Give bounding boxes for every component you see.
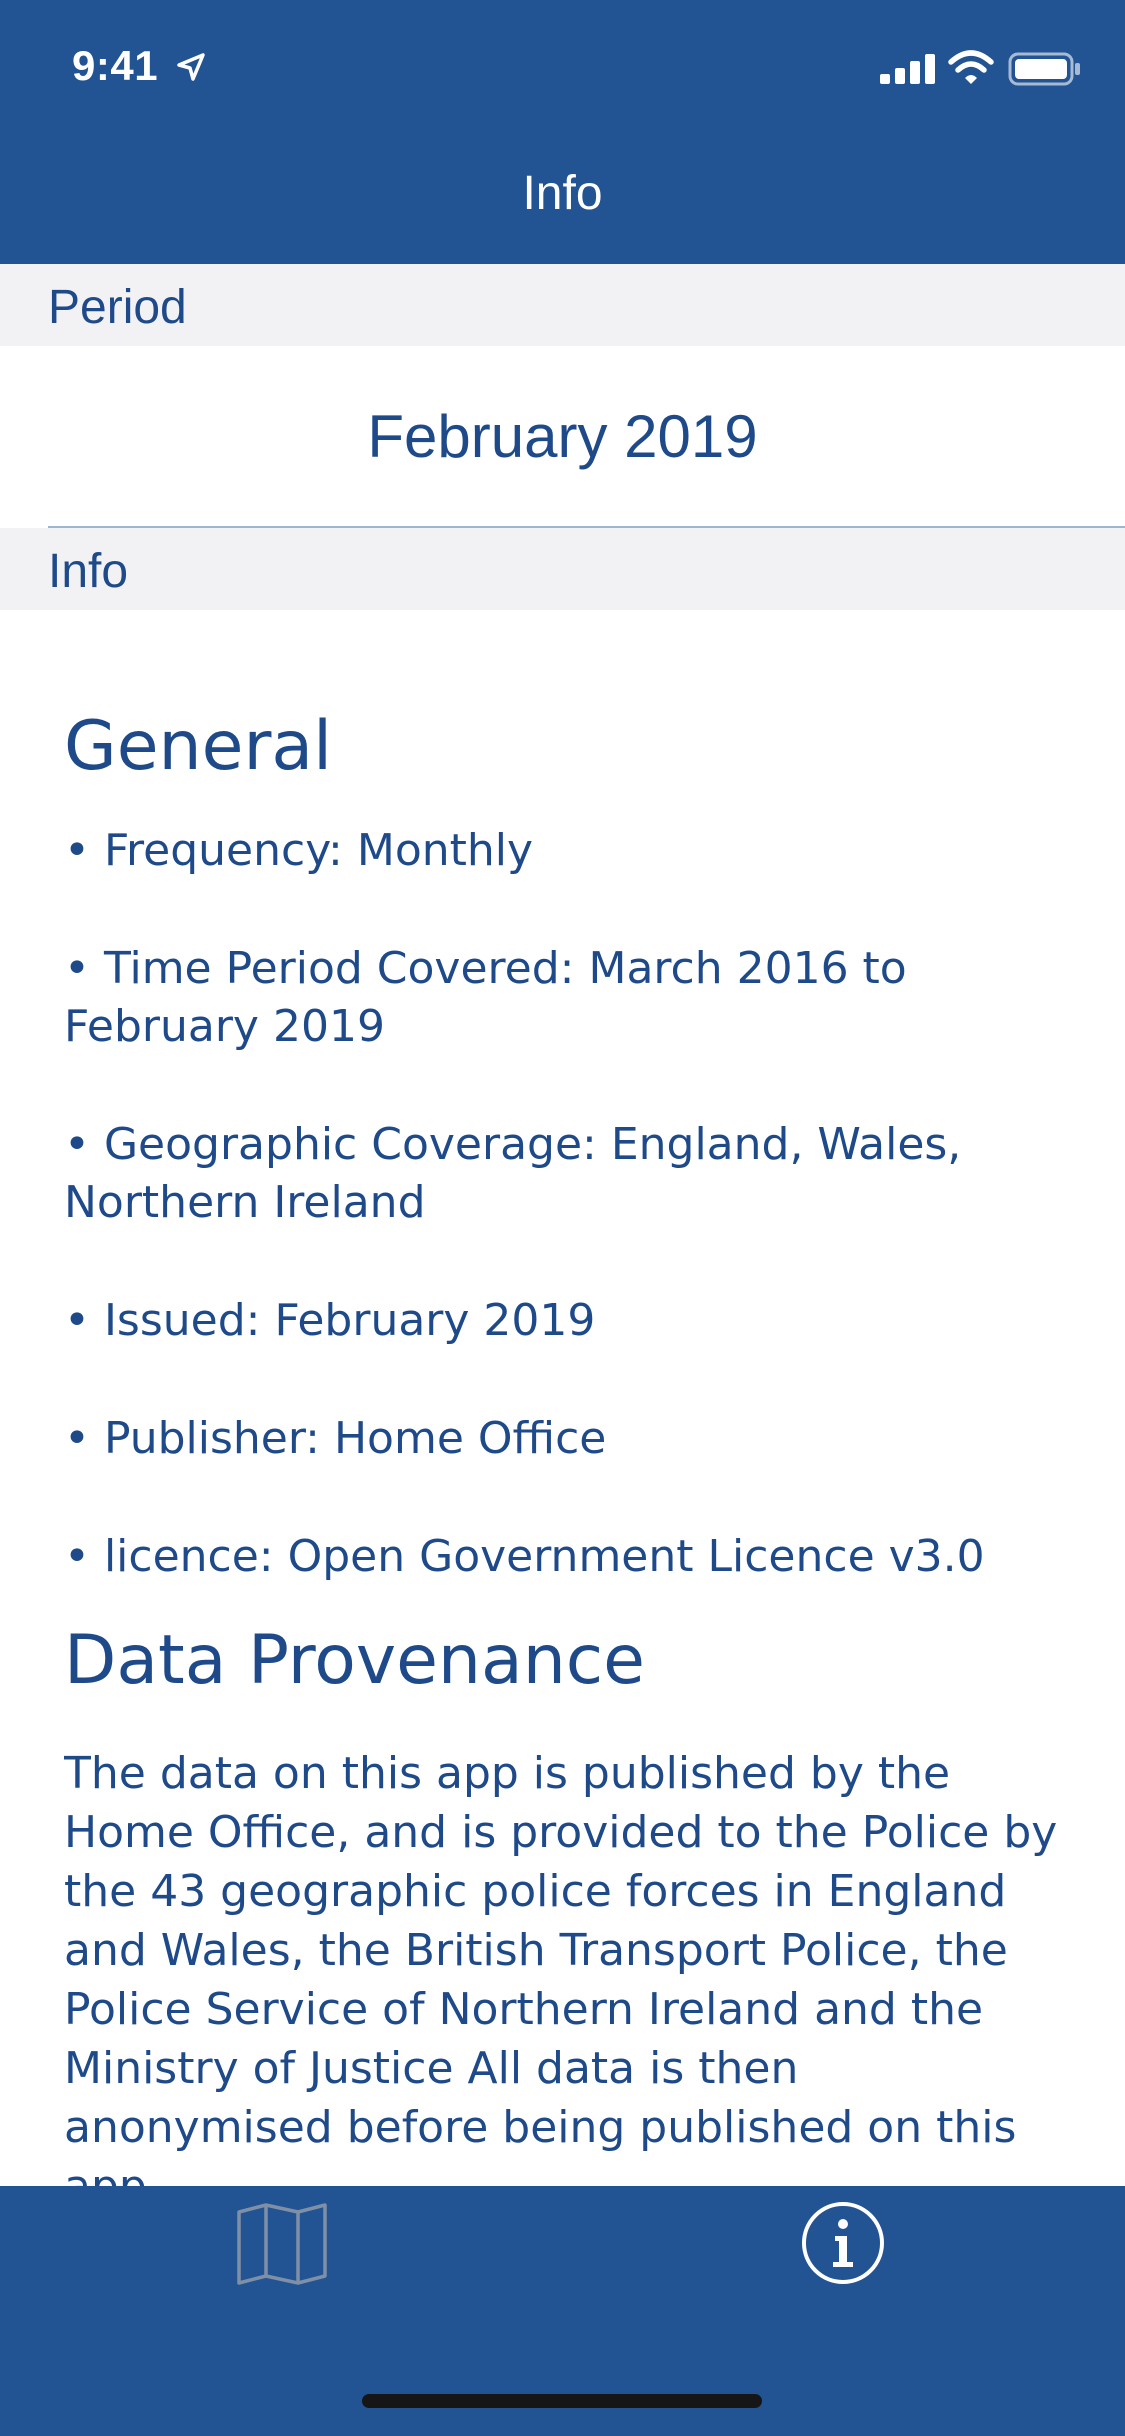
page-title: Info (522, 167, 603, 220)
bullet-time-period: • Time Period Covered: March 2016 to Feb… (64, 943, 907, 1052)
info-icon[interactable] (800, 2200, 886, 2286)
general-heading: General (64, 707, 332, 786)
divider (48, 526, 1125, 528)
period-section-label: Period (48, 281, 187, 334)
bullet-geographic-coverage: • Geographic Coverage: England, Wales, N… (64, 1119, 962, 1228)
battery-icon (1008, 52, 1080, 86)
status-time: 9:41 (72, 42, 159, 89)
cellular-signal-icon (880, 54, 935, 84)
data-provenance-text: The data on this app is published by the… (64, 1748, 1058, 2186)
bullet-issued: • Issued: February 2019 (64, 1295, 596, 1346)
period-section-header: Period (0, 264, 1125, 346)
bullet-licence: • licence: Open Government Licence v3.0 (64, 1531, 985, 1582)
map-icon[interactable] (236, 2202, 328, 2286)
period-selector[interactable]: February 2019 (0, 346, 1125, 526)
data-provenance-heading: Data Provenance (64, 1621, 646, 1700)
info-content[interactable]: General • Frequency: Monthly • Time Peri… (64, 612, 1074, 2186)
navigation-bar (0, 0, 1125, 264)
home-indicator[interactable] (362, 2394, 762, 2408)
bullet-frequency: • Frequency: Monthly (64, 825, 534, 876)
wifi-icon (948, 50, 994, 84)
info-section-label: Info (48, 545, 129, 598)
period-value[interactable]: February 2019 (367, 403, 758, 470)
info-section-header: Info (0, 528, 1125, 610)
location-arrow-icon (177, 53, 205, 81)
bullet-publisher: • Publisher: Home Office (64, 1413, 607, 1464)
